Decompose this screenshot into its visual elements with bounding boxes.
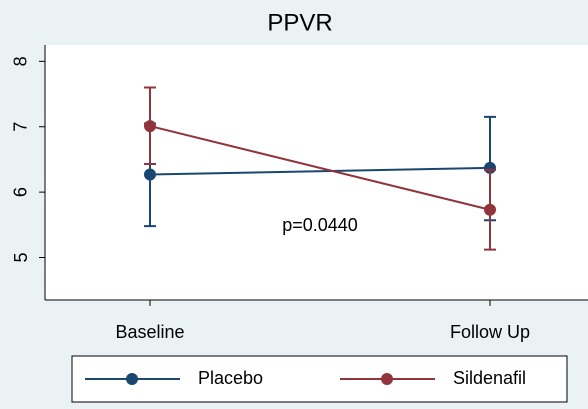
plot-area [45,45,588,300]
y-tick-label: 6 [11,187,31,197]
annotation: p=0.0440 [282,215,358,235]
marker [484,161,496,174]
series-line [149,166,491,176]
y-tick-label: 7 [11,122,31,132]
legend-label: Sildenafil [453,368,526,388]
marker [144,120,156,133]
marker [144,168,156,181]
legend-marker [381,373,393,385]
x-tick-label: Follow Up [450,322,530,342]
marker [484,203,496,216]
y-tick-label: 5 [11,252,31,262]
legend-label: Placebo [198,368,263,388]
y-tick-label: 8 [11,56,31,66]
chart-title: PPVR [267,9,332,36]
x-tick-label: Baseline [115,322,184,342]
legend-marker [126,373,138,385]
series-line [149,125,491,211]
